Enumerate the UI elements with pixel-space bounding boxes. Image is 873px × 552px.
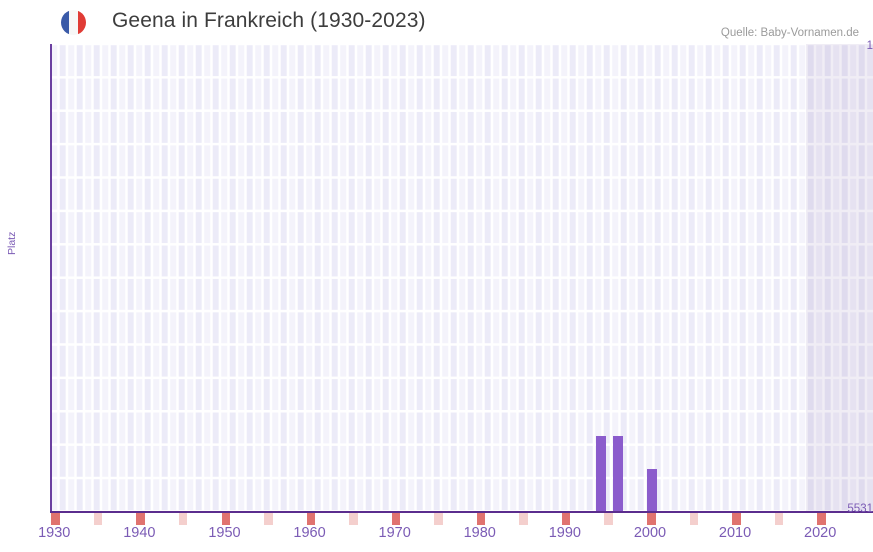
x-tick-mark-2020 bbox=[817, 513, 826, 525]
x-tick-mark-1985 bbox=[519, 513, 528, 525]
y-tick-label-top: 1 bbox=[866, 40, 873, 52]
bar-1994[interactable] bbox=[595, 435, 607, 512]
x-tick-label-1950: 1950 bbox=[208, 525, 241, 541]
x-tick-mark-1995 bbox=[604, 513, 613, 525]
plot-area bbox=[50, 44, 873, 512]
x-tick-label-1960: 1960 bbox=[293, 525, 326, 541]
x-tick-mark-2010 bbox=[732, 513, 741, 525]
x-tick-mark-1980 bbox=[476, 513, 486, 525]
source-label: Quelle: Baby-Vornamen.de bbox=[720, 27, 859, 39]
chart-title: Geena in Frankreich (1930-2023) bbox=[112, 9, 426, 32]
y-axis-line bbox=[50, 44, 52, 512]
x-tick-mark-1955 bbox=[264, 513, 273, 525]
flag-band-white bbox=[69, 10, 78, 35]
x-tick-mark-2005 bbox=[689, 513, 699, 525]
bar-2000[interactable] bbox=[647, 468, 658, 512]
x-tick-label-1980: 1980 bbox=[463, 525, 496, 541]
x-tick-mark-2000 bbox=[647, 513, 656, 525]
x-tick-mark-1930 bbox=[51, 513, 60, 525]
y-axis-title: Platz bbox=[6, 231, 18, 255]
x-tick-label-2000: 2000 bbox=[633, 525, 667, 541]
x-tick-mark-2015 bbox=[774, 513, 784, 525]
x-tick-label-1940: 1940 bbox=[123, 525, 156, 541]
x-tick-mark-1940 bbox=[136, 513, 145, 525]
x-tick-label-1930: 1930 bbox=[38, 525, 71, 541]
x-axis-line bbox=[50, 511, 873, 513]
y-tick-label-bottom: 5531 bbox=[847, 503, 873, 515]
x-tick-mark-1990 bbox=[561, 513, 571, 525]
x-tick-label-2020: 2020 bbox=[804, 525, 837, 541]
x-tick-mark-1970 bbox=[391, 513, 401, 525]
x-tick-mark-1935 bbox=[93, 513, 103, 525]
x-tick-mark-1960 bbox=[306, 513, 316, 525]
x-tick-mark-1950 bbox=[221, 513, 230, 525]
x-tick-label-1970: 1970 bbox=[378, 525, 411, 541]
x-tick-label-1990: 1990 bbox=[548, 525, 581, 541]
x-tick-label-2010: 2010 bbox=[718, 525, 752, 541]
x-tick-mark-1965 bbox=[349, 513, 358, 525]
x-tick-mark-1945 bbox=[178, 513, 188, 525]
flag-band-blue bbox=[61, 10, 70, 35]
flag-band-red bbox=[77, 10, 86, 35]
plot-grid-background bbox=[50, 44, 873, 512]
bar-1996[interactable] bbox=[612, 435, 624, 512]
france-flag-icon bbox=[61, 10, 86, 35]
chart-header: Geena in Frankreich (1930-2023) Quelle: … bbox=[0, 0, 873, 44]
x-tick-mark-1975 bbox=[434, 513, 443, 525]
